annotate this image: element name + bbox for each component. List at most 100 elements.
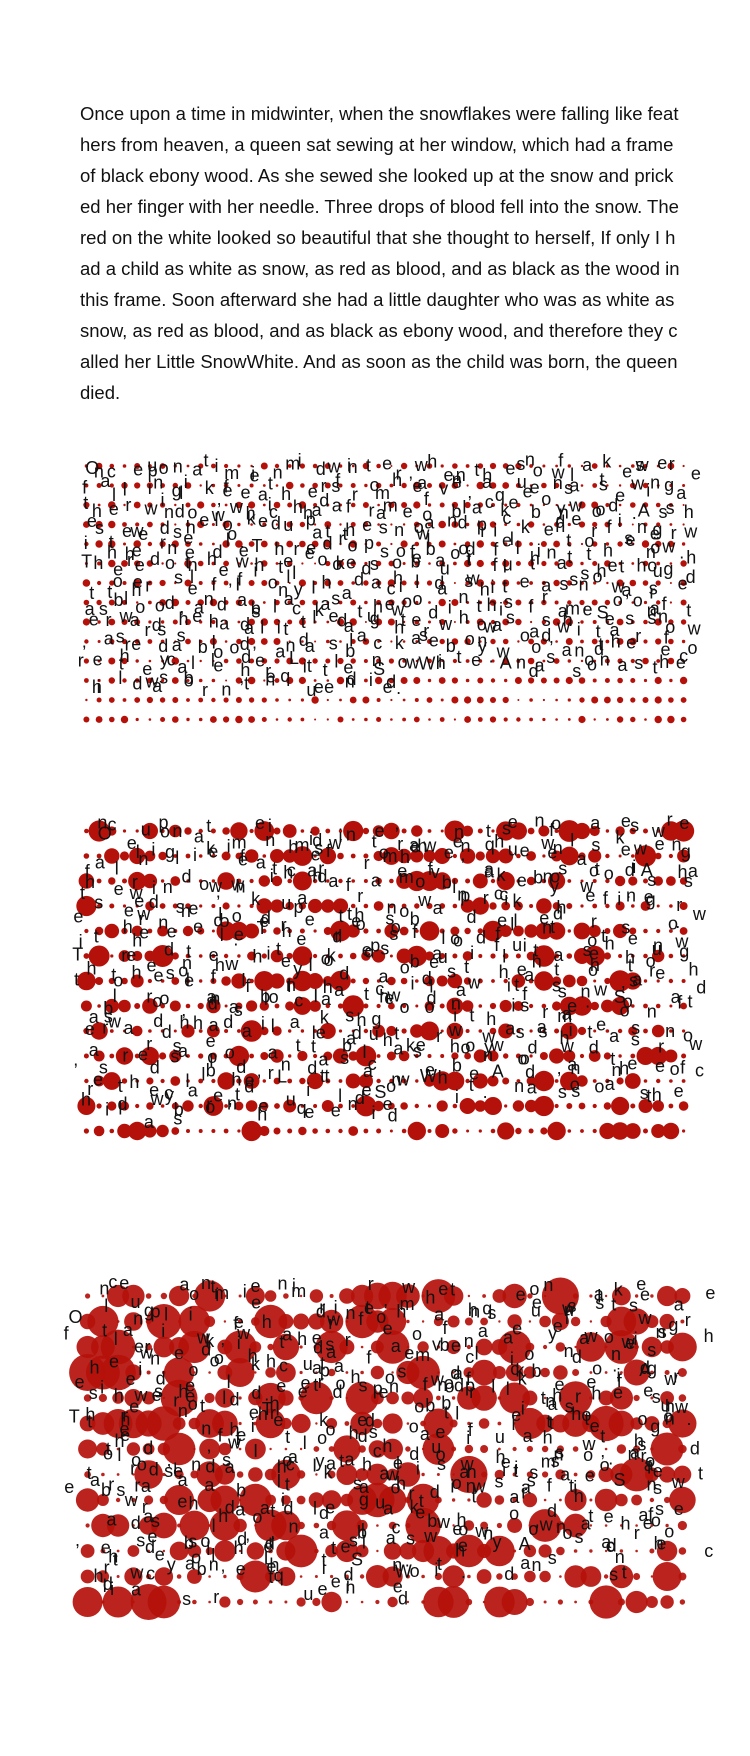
- blood-drop: [478, 659, 483, 663]
- scattered-letter: n: [201, 1419, 211, 1439]
- scattered-letter: e: [585, 1466, 595, 1486]
- blood-drop: [276, 1362, 296, 1383]
- blood-drop: [108, 520, 116, 529]
- scattered-letter: o: [458, 1520, 468, 1540]
- blood-drop: [186, 979, 190, 983]
- scattered-letter: e: [520, 841, 530, 861]
- blood-drop: [618, 954, 623, 958]
- scattered-letter: s: [555, 1442, 564, 1462]
- scattered-letter: w: [196, 1328, 211, 1348]
- scattered-letter: k: [516, 1360, 526, 1380]
- scattered-letter: e: [364, 1298, 374, 1318]
- blood-drop: [507, 1518, 523, 1533]
- blood-drop: [122, 878, 127, 884]
- blood-drop: [611, 1096, 630, 1116]
- scattered-letter: o: [570, 1074, 580, 1094]
- blood-drop: [217, 1072, 235, 1090]
- scattered-letter: a: [409, 835, 420, 855]
- scattered-letter: e: [705, 1283, 715, 1303]
- scattered-letter: e: [258, 1096, 268, 1116]
- blood-drop: [650, 1396, 654, 1400]
- scattered-letter: t: [457, 647, 462, 667]
- scattered-letter: ,: [208, 984, 213, 1004]
- blood-drop: [566, 1103, 573, 1109]
- scattered-letter: d: [467, 907, 477, 927]
- scattered-letter: n: [477, 631, 487, 651]
- scattered-letter: n: [277, 1456, 287, 1476]
- blood-drop: [146, 1077, 154, 1085]
- blood-drop: [479, 640, 482, 643]
- blood-drop: [326, 620, 330, 624]
- blood-drop: [117, 1123, 132, 1139]
- blood-drop: [573, 822, 591, 840]
- blood-drop: [270, 1049, 284, 1063]
- scattered-letter: s: [314, 838, 323, 858]
- blood-drop: [436, 975, 448, 987]
- blood-drop: [605, 878, 610, 884]
- scattered-letter: c: [502, 508, 511, 528]
- scattered-letter: r: [281, 915, 287, 935]
- scattered-letter: .: [582, 594, 587, 614]
- blood-drop: [406, 1483, 440, 1517]
- scattered-letter: o: [317, 1428, 327, 1448]
- blood-drop: [617, 541, 623, 547]
- blood-drop: [528, 677, 535, 684]
- blood-drop: [548, 872, 566, 890]
- blood-drop: [372, 1418, 383, 1429]
- blood-drop: [553, 1365, 568, 1380]
- blood-drop: [529, 698, 533, 702]
- scattered-letter: n: [535, 810, 545, 830]
- blood-drop: [372, 1024, 385, 1038]
- scattered-letter: o: [683, 1025, 693, 1045]
- blood-drop: [122, 678, 127, 683]
- scattered-letter: t: [339, 906, 344, 926]
- blood-drop: [400, 977, 408, 985]
- blood-drop: [122, 904, 127, 908]
- blood-drop: [502, 560, 510, 567]
- blood-drop: [349, 618, 357, 626]
- blood-drop: [96, 599, 102, 606]
- scattered-letter: o: [604, 864, 614, 884]
- scattered-letter: h: [634, 1431, 644, 1451]
- blood-drop: [160, 522, 165, 527]
- blood-drop: [306, 1072, 324, 1090]
- scattered-letter: l: [452, 877, 456, 897]
- scattered-letter: a: [334, 980, 345, 1000]
- scattered-letter: d: [525, 1062, 535, 1082]
- scattered-letter: e: [508, 812, 518, 832]
- blood-drop: [144, 1495, 154, 1505]
- blood-drop: [655, 1003, 661, 1009]
- blood-drop: [238, 1549, 242, 1553]
- blood-drop: [669, 929, 673, 933]
- blood-drop: [223, 600, 229, 605]
- scattered-letter: e: [341, 1537, 351, 1557]
- blood-drop: [502, 482, 510, 489]
- blood-drop: [678, 1101, 689, 1111]
- scattered-letter: e: [343, 658, 353, 678]
- blood-drop: [451, 1396, 456, 1400]
- scattered-letter: t: [331, 1538, 336, 1558]
- blood-drop: [250, 562, 253, 565]
- scattered-letter: h: [323, 977, 333, 997]
- blood-drop: [512, 1472, 517, 1477]
- scattered-letter: o: [587, 655, 597, 675]
- blood-drop: [107, 1284, 130, 1308]
- blood-drop: [604, 1294, 608, 1298]
- scattered-letter: i: [152, 878, 156, 898]
- scattered-letter: O: [85, 458, 99, 478]
- blood-drop: [680, 580, 687, 586]
- scattered-letter: o: [650, 537, 660, 557]
- blood-drop: [160, 1003, 166, 1009]
- blood-drop: [439, 502, 445, 508]
- blood-drop: [467, 1294, 471, 1298]
- blood-drop: [555, 503, 558, 507]
- scattered-letter: l: [338, 1086, 342, 1106]
- scattered-letter: d: [690, 1439, 700, 1459]
- scattered-letter: s: [379, 518, 388, 538]
- scattered-letter: w: [119, 606, 134, 626]
- blood-drop: [325, 1544, 338, 1558]
- blood-drop: [681, 1079, 686, 1083]
- blood-drop: [593, 1029, 597, 1033]
- blood-drop: [644, 1416, 660, 1431]
- scattered-letter: a: [258, 485, 269, 505]
